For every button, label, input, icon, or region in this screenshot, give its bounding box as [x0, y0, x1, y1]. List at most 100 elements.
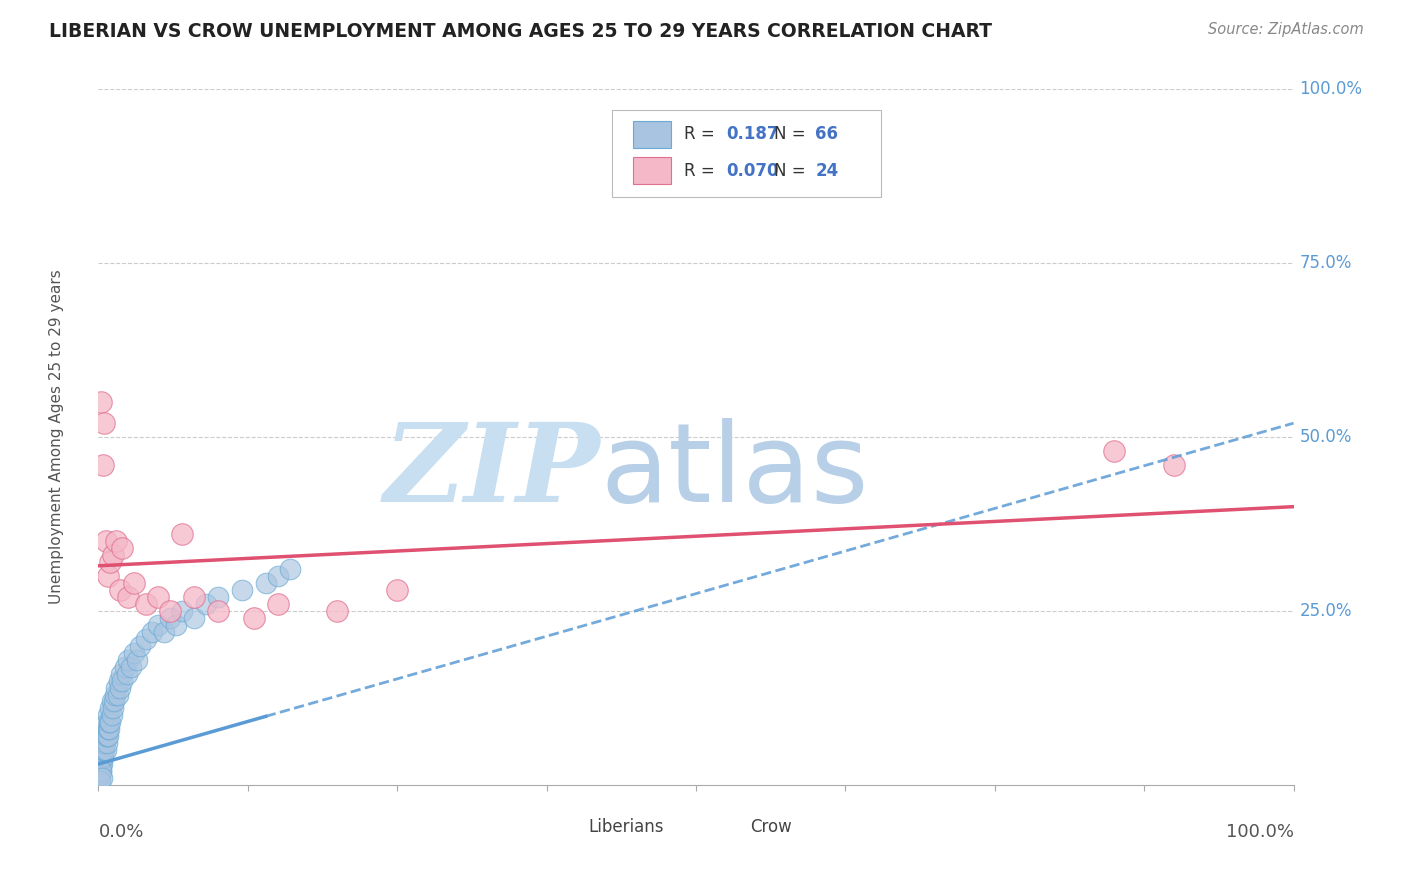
Point [243, 611, 266, 625]
Text: atlas: atlas [600, 418, 869, 525]
Text: 100.0%: 100.0% [1226, 823, 1294, 841]
Point [100, 694, 122, 708]
Point [117, 653, 139, 667]
Point [94, 723, 117, 737]
Point [1104, 444, 1126, 458]
Point [91, 757, 114, 772]
Text: Unemployment Among Ages 25 to 29 years: Unemployment Among Ages 25 to 29 years [49, 269, 65, 605]
Point [93, 416, 115, 430]
Point [93, 736, 115, 750]
Text: 66: 66 [815, 126, 838, 144]
Point [111, 541, 134, 556]
Point [105, 681, 128, 695]
Point [91, 750, 114, 764]
Point [98, 555, 122, 569]
Point [100, 708, 122, 723]
Point [1163, 458, 1185, 472]
Point [98, 715, 121, 730]
FancyBboxPatch shape [633, 121, 671, 148]
Text: Crow: Crow [749, 818, 792, 837]
Point [90, 743, 112, 757]
Point [183, 611, 205, 625]
Point [125, 653, 148, 667]
Point [93, 743, 115, 757]
Point [129, 639, 152, 653]
Point [124, 576, 146, 591]
Point [93, 729, 115, 743]
Point [94, 743, 117, 757]
Point [267, 569, 290, 583]
Point [98, 723, 121, 737]
Text: R =: R = [685, 161, 720, 179]
Point [124, 646, 146, 660]
Point [89, 771, 111, 785]
Point [96, 715, 118, 730]
Point [91, 771, 114, 785]
Point [254, 576, 277, 591]
Point [207, 604, 229, 618]
Point [148, 590, 170, 604]
Point [91, 743, 114, 757]
Point [267, 597, 290, 611]
Point [89, 764, 111, 778]
FancyBboxPatch shape [633, 157, 671, 184]
Point [97, 723, 120, 737]
Point [91, 736, 114, 750]
Text: 75.0%: 75.0% [1299, 254, 1353, 272]
Point [97, 708, 120, 723]
Point [183, 590, 205, 604]
Point [115, 666, 138, 681]
Point [94, 534, 117, 549]
Point [90, 750, 112, 764]
Point [172, 527, 194, 541]
Point [90, 764, 112, 778]
Point [91, 743, 114, 757]
Point [120, 659, 142, 673]
Text: N =: N = [773, 161, 810, 179]
Point [96, 729, 118, 743]
Point [141, 624, 163, 639]
Point [89, 767, 111, 781]
Point [108, 681, 131, 695]
FancyBboxPatch shape [613, 110, 882, 197]
Point [97, 729, 120, 743]
Text: 24: 24 [815, 161, 839, 179]
Point [195, 597, 218, 611]
Text: 0.187: 0.187 [725, 126, 779, 144]
Text: LIBERIAN VS CROW UNEMPLOYMENT AMONG AGES 25 TO 29 YEARS CORRELATION CHART: LIBERIAN VS CROW UNEMPLOYMENT AMONG AGES… [49, 22, 993, 41]
Point [148, 618, 170, 632]
Point [105, 534, 128, 549]
Text: 50.0%: 50.0% [1299, 428, 1353, 446]
Text: R =: R = [685, 126, 720, 144]
Point [89, 757, 111, 772]
Point [231, 583, 253, 598]
Point [159, 604, 181, 618]
Point [153, 624, 176, 639]
Point [90, 764, 112, 778]
Point [89, 774, 111, 789]
Point [135, 597, 157, 611]
Point [110, 666, 132, 681]
Text: Liberians: Liberians [589, 818, 664, 837]
Point [107, 688, 129, 702]
FancyBboxPatch shape [709, 818, 741, 837]
Point [91, 458, 114, 472]
Point [90, 395, 112, 409]
FancyBboxPatch shape [547, 818, 581, 837]
Point [108, 583, 131, 598]
Point [90, 757, 112, 772]
Point [101, 549, 124, 563]
Text: 25.0%: 25.0% [1299, 602, 1353, 620]
Point [101, 701, 124, 715]
Text: ZIP: ZIP [384, 418, 600, 525]
Point [91, 736, 114, 750]
Point [172, 604, 194, 618]
Text: 0.0%: 0.0% [98, 823, 143, 841]
Point [385, 583, 409, 598]
Point [91, 750, 114, 764]
Point [107, 673, 129, 688]
Point [114, 659, 136, 673]
Point [159, 611, 181, 625]
Point [97, 569, 120, 583]
Point [111, 673, 134, 688]
